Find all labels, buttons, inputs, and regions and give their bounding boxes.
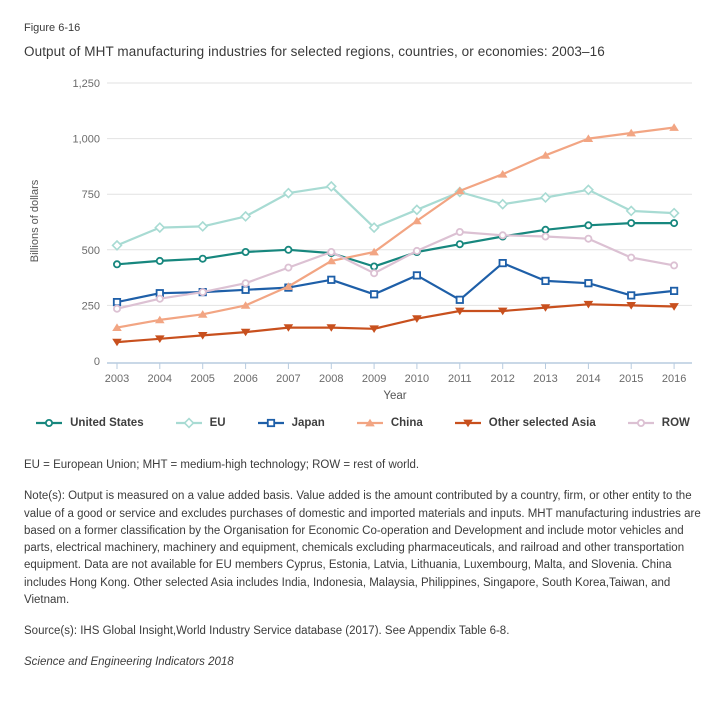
x-tick-label: 2015 bbox=[619, 373, 643, 385]
y-tick-label: 500 bbox=[82, 245, 100, 257]
y-tick-label: 0 bbox=[94, 356, 100, 368]
legend-label-eu: EU bbox=[209, 417, 226, 429]
x-tick-label: 2005 bbox=[190, 373, 214, 385]
legend-item-eu: EU bbox=[174, 417, 226, 429]
x-tick-label: 2007 bbox=[276, 373, 300, 385]
x-tick-label: 2009 bbox=[362, 373, 386, 385]
figure-label: Figure 6-16 bbox=[24, 22, 81, 34]
x-tick-label: 2016 bbox=[662, 373, 686, 385]
legend-marker-icon bbox=[36, 419, 63, 427]
notes-paragraph: Note(s): Output is measured on a value a… bbox=[24, 490, 701, 606]
y-tick-label: 250 bbox=[82, 300, 100, 312]
legend-item-row: ROW bbox=[626, 417, 690, 429]
x-tick-label: 2014 bbox=[576, 373, 600, 385]
x-axis-title: Year bbox=[383, 390, 406, 401]
source-line: Source(s): IHS Global Insight,World Indu… bbox=[24, 625, 510, 637]
publication-line: Science and Engineering Indicators 2018 bbox=[24, 656, 234, 669]
legend-marker-icon bbox=[454, 419, 481, 428]
series-line-other-selected-asia bbox=[115, 303, 676, 344]
abbreviations-note: EU = European Union; MHT = medium-high t… bbox=[24, 459, 420, 471]
chart-title: Output of MHT manufacturing industries f… bbox=[24, 44, 605, 59]
legend-item-united-states: United States bbox=[34, 417, 144, 429]
y-tick-label: 750 bbox=[82, 189, 100, 201]
series-line-eu bbox=[115, 185, 676, 247]
legend-item-china: China bbox=[355, 417, 423, 429]
legend-marker-icon bbox=[257, 418, 284, 428]
figure-footer: EU = European Union; MHT = medium-high t… bbox=[0, 457, 724, 672]
y-tick-label: 1,250 bbox=[72, 78, 100, 90]
x-tick-label: 2008 bbox=[319, 373, 343, 385]
series-line-united-states bbox=[115, 222, 676, 268]
x-tick-label: 2012 bbox=[490, 373, 514, 385]
legend-marker-icon bbox=[627, 419, 654, 427]
x-tick-label: 2011 bbox=[448, 373, 472, 385]
legend-item-other-selected-asia: Other selected Asia bbox=[453, 417, 596, 429]
legend-label-united-states: United States bbox=[70, 417, 144, 429]
series-line-row bbox=[115, 230, 676, 310]
y-axis-title: Billions of dollars bbox=[29, 179, 41, 262]
legend-item-japan: Japan bbox=[256, 417, 325, 429]
legend-label-japan: Japan bbox=[291, 417, 325, 429]
legend-label-other-selected-asia: Other selected Asia bbox=[488, 417, 596, 429]
x-tick-label: 2003 bbox=[105, 373, 129, 385]
legend-marker-icon bbox=[356, 418, 383, 427]
x-tick-label: 2010 bbox=[405, 373, 429, 385]
mht-output-line-chart: 0 250 500 750 1,000 1,250 2003 2004 2005 2006 2007… bbox=[29, 78, 692, 401]
chart-legend: United States EU Japan China Other selected … bbox=[0, 417, 724, 429]
y-tick-label: 1,000 bbox=[72, 134, 100, 146]
x-tick-label: 2004 bbox=[148, 373, 172, 385]
x-tick-label: 2006 bbox=[233, 373, 257, 385]
series-line-china bbox=[115, 126, 676, 329]
legend-marker-icon bbox=[175, 417, 202, 429]
x-tick-label: 2013 bbox=[533, 373, 557, 385]
legend-label-row: ROW bbox=[661, 417, 690, 429]
legend-label-china: China bbox=[390, 417, 423, 429]
